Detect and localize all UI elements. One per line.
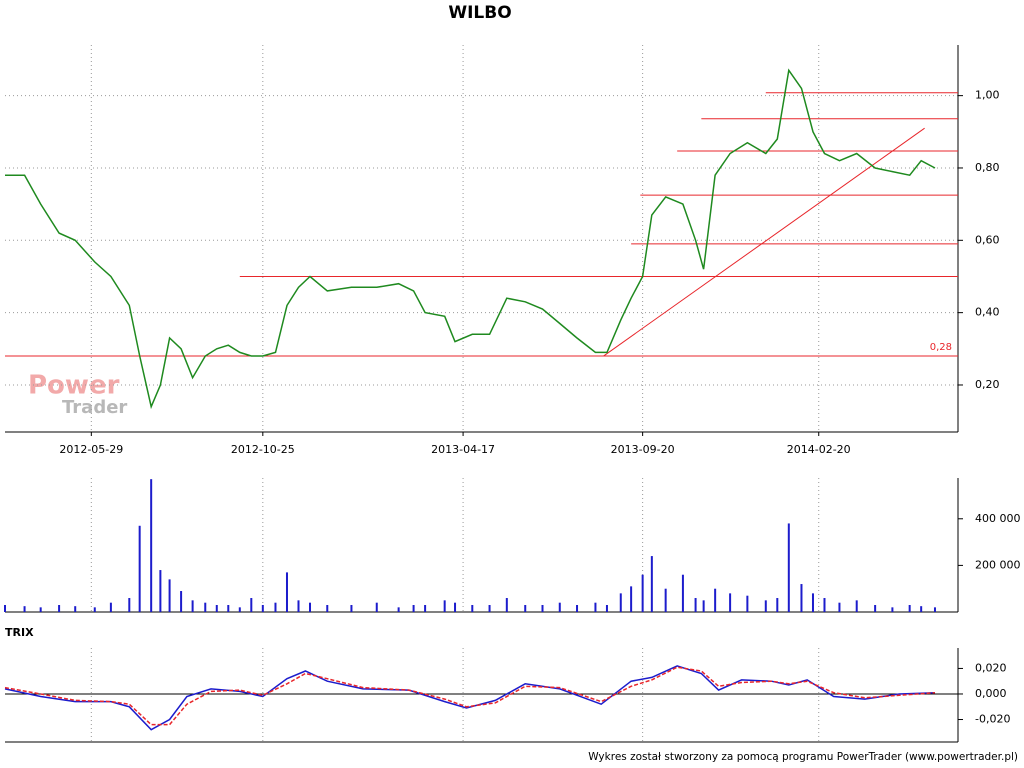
volume-bar [541, 605, 544, 612]
volume-bar [811, 593, 814, 612]
volume-bar [874, 605, 877, 612]
volume-bar [454, 602, 457, 612]
volume-bar [424, 605, 427, 612]
volume-bar [681, 574, 684, 612]
volume-bar [764, 600, 767, 612]
volume-bar [787, 523, 790, 612]
level-label: 0,28 [930, 342, 952, 353]
volume-bar [128, 598, 131, 612]
volume-bar [776, 598, 779, 612]
volume-bar [605, 605, 608, 612]
volume-bar [838, 602, 841, 612]
volume-bar [274, 602, 277, 612]
y-tick-label: 0,60 [975, 233, 1000, 246]
volume-bar [746, 595, 749, 612]
y-tick-label: 400 000 [975, 512, 1021, 525]
y-tick-label: 0,40 [975, 306, 1000, 319]
volume-bar [397, 607, 400, 612]
volume-bar [933, 607, 936, 612]
volume-bar [23, 606, 26, 612]
volume-bar [729, 593, 732, 612]
volume-bar [650, 556, 653, 612]
volume-bar [227, 605, 230, 612]
volume-bar [823, 598, 826, 612]
volume-bar [630, 586, 633, 612]
volume-bar [714, 588, 717, 612]
volume-bar [238, 607, 241, 612]
volume-bar [412, 605, 415, 612]
x-tick-label: 2012-10-25 [231, 443, 295, 456]
y-tick-label: 0,80 [975, 161, 1000, 174]
chart-title: WILBO [448, 3, 511, 23]
volume-bar [443, 600, 446, 612]
volume-bar [350, 605, 353, 612]
x-tick-label: 2013-04-17 [431, 443, 495, 456]
volume-bar [594, 602, 597, 612]
volume-bar [159, 570, 162, 612]
volume-bar [138, 525, 141, 612]
volume-bar [524, 605, 527, 612]
volume-bar [93, 607, 96, 612]
panel-title: TRIX [5, 626, 34, 639]
y-tick-label: 200 000 [975, 558, 1021, 571]
series-line [4, 665, 936, 731]
series-line [4, 666, 936, 726]
y-tick-label: 0,020 [975, 661, 1007, 674]
volume-bar [168, 579, 171, 612]
volume-bar [702, 600, 705, 612]
x-tick-label: 2013-09-20 [611, 443, 675, 456]
volume-bar [505, 598, 508, 612]
volume-bar [180, 591, 183, 612]
volume-bar [641, 574, 644, 612]
volume-bar [74, 606, 77, 612]
y-tick-label: 0,000 [975, 687, 1007, 700]
volume-bar [150, 479, 153, 612]
x-tick-label: 2014-02-20 [787, 443, 851, 456]
volume-bar [855, 600, 858, 612]
volume-bar [285, 572, 288, 612]
volume-bar [558, 602, 561, 612]
volume-bar [204, 602, 207, 612]
volume-bar [471, 605, 474, 612]
series-line [5, 68, 936, 410]
y-tick-label: 1,00 [975, 89, 1000, 102]
volume-bar [800, 584, 803, 612]
volume-bar [664, 588, 667, 612]
volume-bar [58, 605, 61, 612]
volume-bar [619, 593, 622, 612]
volume-bar [326, 605, 329, 612]
volume-bar [488, 605, 491, 612]
volume-bar [908, 605, 911, 612]
trend-line [603, 127, 925, 357]
volume-bar [191, 600, 194, 612]
volume-bar [109, 602, 112, 612]
watermark: Power [28, 371, 120, 401]
volume-bar [576, 605, 579, 612]
x-tick-label: 2012-05-29 [59, 443, 123, 456]
volume-bar [694, 598, 697, 612]
volume-bar [920, 606, 923, 612]
volume-bar [261, 605, 264, 612]
volume-bar [4, 605, 6, 612]
volume-bar [250, 598, 253, 612]
volume-bar [309, 602, 312, 612]
volume-bar [891, 607, 894, 612]
volume-bar [375, 602, 378, 612]
volume-bar [297, 600, 300, 612]
volume-bar [215, 605, 218, 612]
y-tick-label: -0,020 [975, 713, 1010, 726]
volume-bar [39, 607, 42, 612]
y-tick-label: 0,20 [975, 378, 1000, 391]
watermark: Trader [62, 397, 127, 418]
footer: Wykres został stworzony za pomocą progra… [588, 751, 1018, 763]
